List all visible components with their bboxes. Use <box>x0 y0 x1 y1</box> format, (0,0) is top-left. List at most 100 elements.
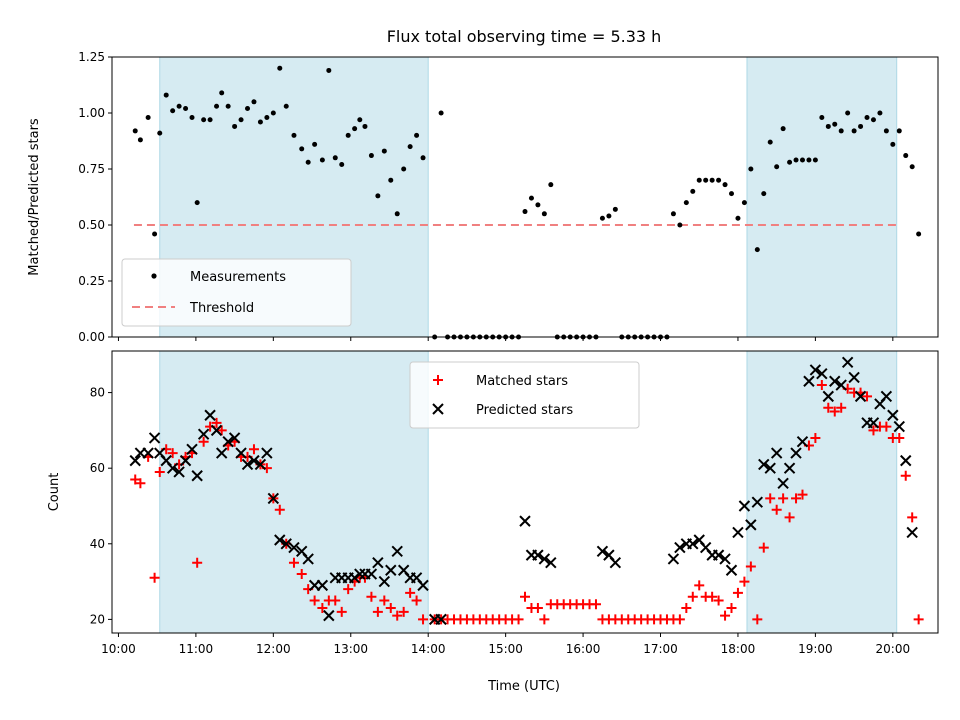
matched-point <box>336 606 347 617</box>
matched-point <box>211 417 222 428</box>
measurement-point <box>407 144 413 150</box>
predicted-point <box>385 564 397 576</box>
matched-point <box>392 610 403 621</box>
measurement-point <box>909 164 915 170</box>
measurement-point <box>438 110 444 116</box>
matched-point <box>713 595 724 606</box>
bottom-shaded-regions <box>159 350 898 634</box>
measurement-point <box>870 117 876 123</box>
measurement-point <box>357 117 363 123</box>
predicted-point <box>674 541 686 554</box>
predicted-point <box>204 409 216 421</box>
top-y-tick-label: 0.75 <box>78 162 105 176</box>
predicted-point <box>248 454 260 467</box>
measurement-point <box>683 200 689 206</box>
matched-point <box>732 587 743 598</box>
measurement-point <box>535 202 541 208</box>
predicted-point <box>745 519 757 531</box>
predicted-point <box>596 545 609 558</box>
predicted-point <box>235 447 247 459</box>
predicted-point <box>241 458 254 471</box>
predicted-point <box>829 375 841 387</box>
matched-point <box>248 444 259 455</box>
top-y-tick-label: 0.50 <box>78 218 105 232</box>
measurement-point <box>877 110 883 116</box>
x-tick-label: 17:00 <box>643 642 678 656</box>
predicted-point <box>378 575 391 588</box>
legend-measurements-label: Measurements <box>190 270 286 285</box>
predicted-point <box>519 515 531 527</box>
measurement-point <box>352 126 358 132</box>
predicted-point <box>280 538 292 550</box>
predicted-point <box>893 420 905 433</box>
top-y-ticks: 0.00 0.25 0.50 0.75 1.00 1.25 <box>78 50 112 344</box>
measurement-point <box>207 117 213 123</box>
x-tick-label: 18:00 <box>721 642 756 656</box>
predicted-point <box>261 447 273 459</box>
measurement-point <box>864 114 870 120</box>
predicted-point <box>532 549 544 561</box>
measurement-point <box>541 211 547 217</box>
predicted-point <box>712 549 725 561</box>
legend-threshold-label: Threshold <box>189 301 254 316</box>
matched-point <box>810 432 821 443</box>
predicted-point <box>254 458 267 471</box>
matched-point <box>372 606 383 617</box>
matched-point <box>418 614 429 625</box>
top-panel: 0.00 0.25 0.50 0.75 1.00 1.25 Matched/Predict… <box>27 50 939 344</box>
matched-point <box>913 614 924 625</box>
measurement-point <box>522 209 528 215</box>
measurement-point <box>238 117 244 123</box>
measurement-point <box>670 211 676 217</box>
matched-point <box>130 474 141 485</box>
measurement-point <box>703 177 709 183</box>
matched-point <box>674 614 685 625</box>
measurement-point <box>741 200 747 206</box>
x-tick-label: 19:00 <box>798 642 833 656</box>
measurement-point <box>312 141 318 147</box>
matched-point <box>816 380 827 391</box>
measurement-point <box>176 103 182 109</box>
predicted-point <box>738 500 751 512</box>
predicted-point <box>210 424 223 437</box>
predicted-point <box>302 553 314 565</box>
predicted-point <box>129 454 141 467</box>
measurement-point <box>420 155 426 161</box>
measurement-point <box>283 103 289 109</box>
measurement-point <box>345 132 351 138</box>
matched-point <box>739 576 750 587</box>
predicted-point <box>887 409 899 421</box>
measurement-point <box>832 121 838 127</box>
legend-predicted-label: Predicted stars <box>476 403 573 418</box>
measurement-point <box>606 213 612 219</box>
matched-point <box>135 478 146 489</box>
matched-point <box>154 466 165 477</box>
bottom-plot-frame <box>111 350 939 634</box>
measurement-point <box>388 177 394 183</box>
measurement-point <box>189 114 195 120</box>
measurement-point <box>812 157 818 163</box>
predicted-point <box>222 436 234 448</box>
matched-point <box>539 614 550 625</box>
measurement-point <box>132 128 138 134</box>
measurement-point <box>883 128 889 134</box>
matched-point <box>791 493 802 504</box>
predicted-point <box>822 390 835 403</box>
measurement-point <box>709 177 715 183</box>
measurement-point <box>890 141 896 147</box>
matched-point <box>836 402 847 413</box>
measurement-point <box>257 119 263 125</box>
predicted-point <box>179 454 192 467</box>
predicted-point <box>848 371 860 384</box>
top-x-tick-marks <box>117 337 894 341</box>
shaded-region <box>746 350 898 634</box>
matched-point <box>288 557 299 568</box>
matched-point <box>149 572 160 583</box>
matched-point <box>868 425 879 436</box>
predicted-point <box>417 579 429 592</box>
measurement-point <box>754 247 760 253</box>
predicted-point <box>880 390 893 403</box>
bottom-y-tick-label: 40 <box>90 537 105 551</box>
top-y-tick-label: 1.25 <box>78 50 105 64</box>
measurement-point <box>214 103 220 109</box>
